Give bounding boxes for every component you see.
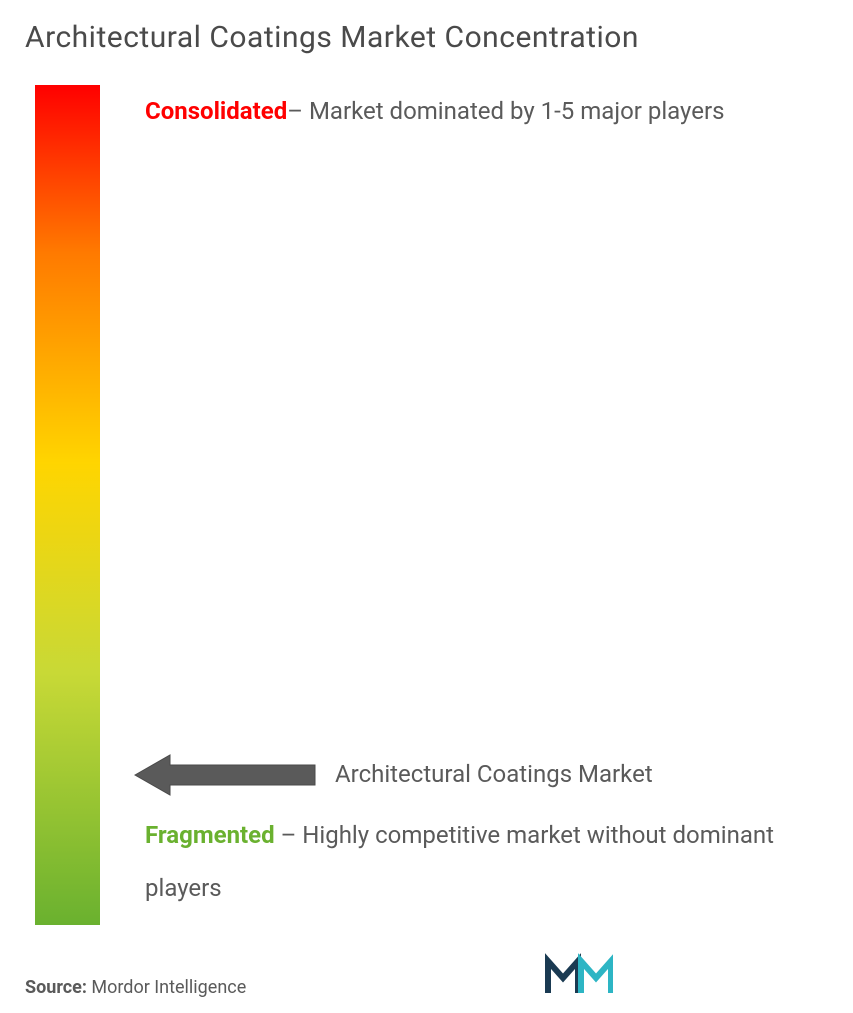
source-label: Source: xyxy=(25,977,87,998)
market-name-label: Architectural Coatings Market xyxy=(335,758,653,792)
arrow-left-icon xyxy=(130,750,320,800)
consolidated-description: Consolidated– Market dominated by 1-5 ma… xyxy=(145,85,808,138)
chart-title: Architectural Coatings Market Concentrat… xyxy=(25,20,828,55)
market-position-indicator: Architectural Coatings Market xyxy=(130,750,653,800)
concentration-gradient-bar xyxy=(35,85,100,925)
content-area: Consolidated– Market dominated by 1-5 ma… xyxy=(25,85,828,955)
source-attribution: Source: Mordor Intelligence xyxy=(25,977,246,998)
consolidated-text: – Market dominated by 1-5 major players xyxy=(287,97,724,125)
consolidated-label: Consolidated xyxy=(145,97,287,125)
fragmented-label: Fragmented xyxy=(145,821,275,849)
source-text: Mordor Intelligence xyxy=(87,977,246,998)
mordor-logo-icon xyxy=(543,953,613,998)
fragmented-description: Fragmented – Highly competitive market w… xyxy=(145,809,808,915)
